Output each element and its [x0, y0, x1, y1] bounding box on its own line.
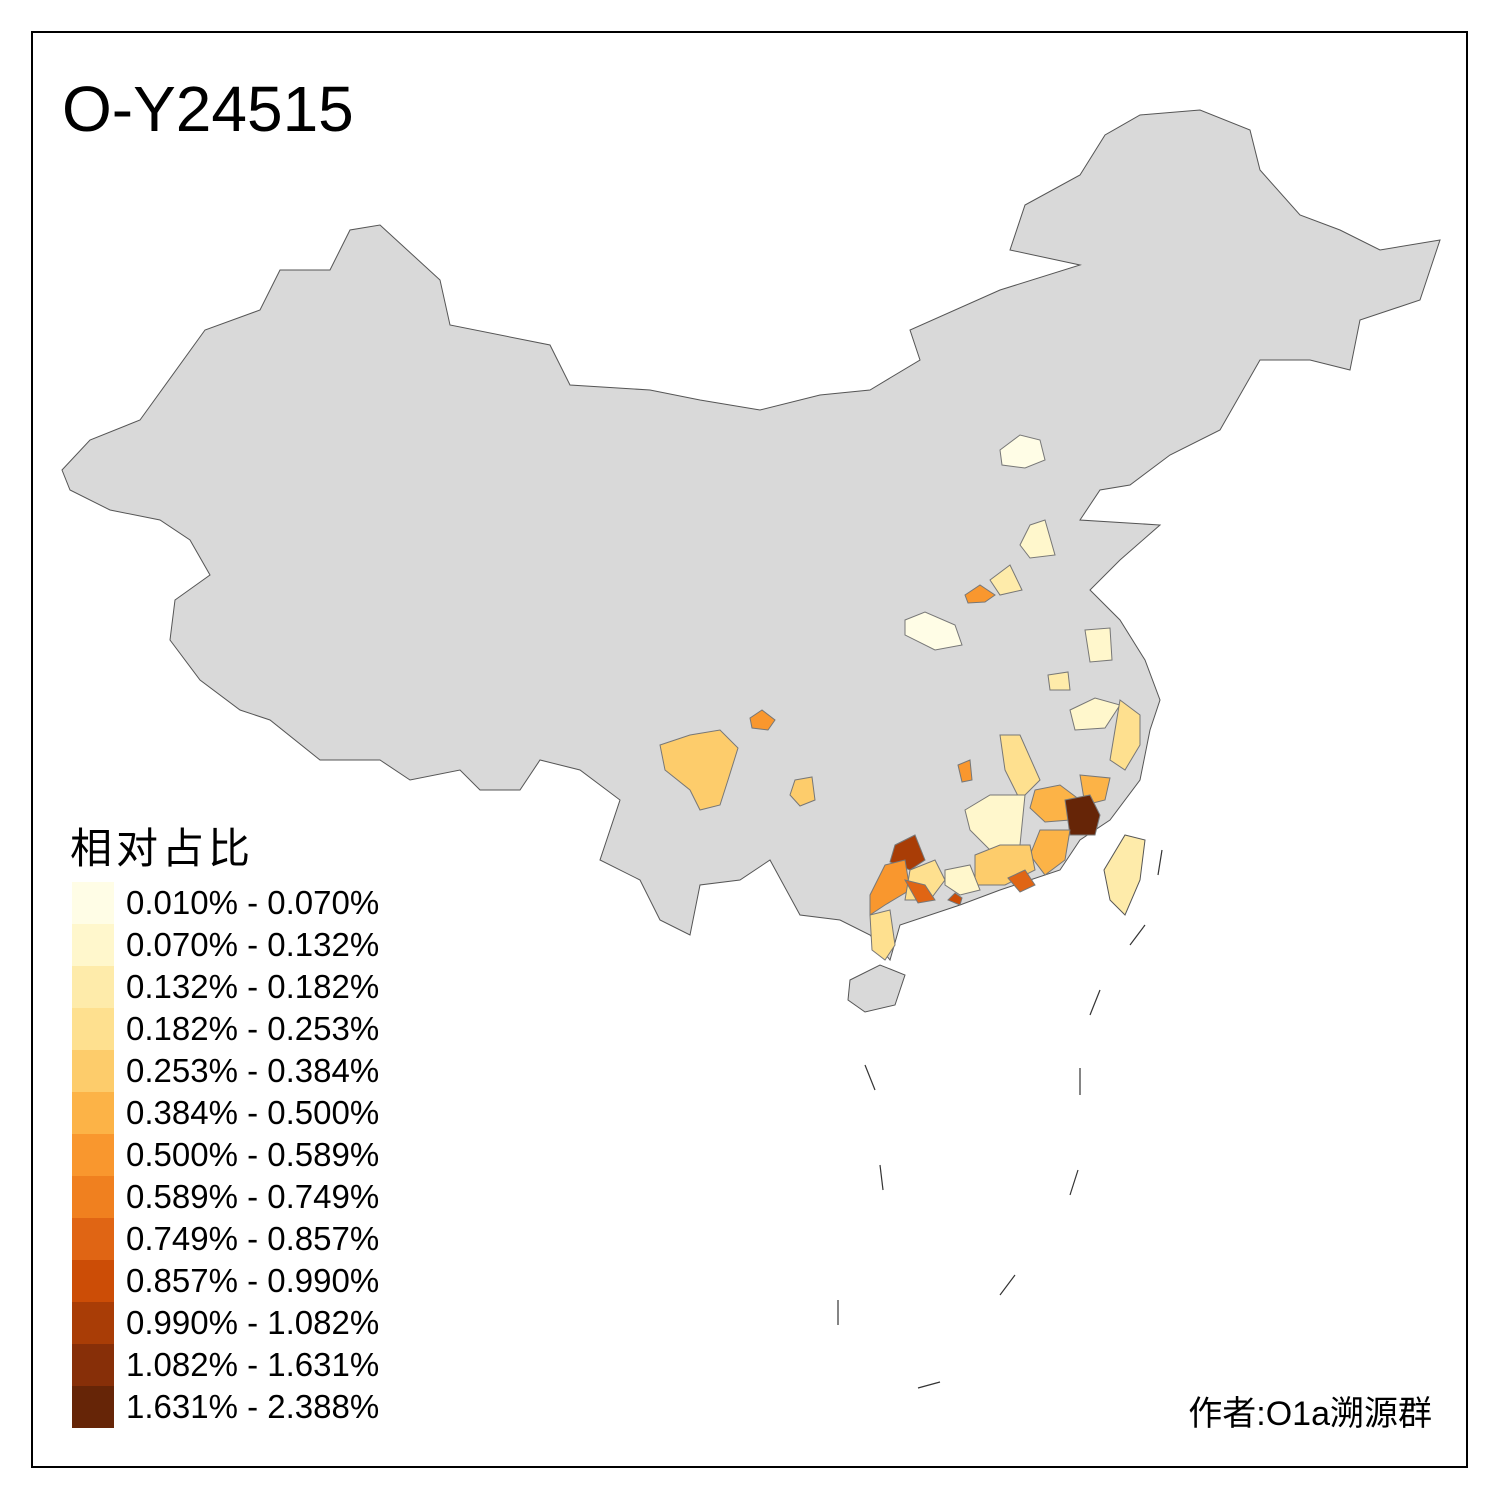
region-9 — [1007, 869, 1036, 893]
legend-label: 0.749% - 0.857% — [126, 1220, 380, 1257]
region-4 — [999, 734, 1041, 801]
legend-item: 0.010% - 0.070% — [72, 882, 379, 924]
map-title: O-Y24515 — [62, 73, 354, 145]
legend-swatch — [72, 1008, 114, 1050]
legend-title: 相对占比 — [70, 825, 255, 872]
south-china-sea-boundary-mark — [1089, 989, 1101, 1016]
legend-label: 0.182% - 0.253% — [126, 1010, 380, 1047]
region-3 — [989, 564, 1023, 596]
region-4 — [1109, 699, 1141, 771]
legend-swatch — [72, 1302, 114, 1344]
region-2 — [944, 864, 981, 896]
legend-label: 1.631% - 2.388% — [126, 1388, 380, 1425]
legend-label: 0.253% - 0.384% — [126, 1052, 380, 1089]
region-7 — [749, 709, 776, 731]
legend-item: 1.631% - 2.388% — [72, 1386, 379, 1428]
region-2 — [1019, 519, 1056, 559]
taiwan-island — [1103, 834, 1146, 916]
region-7 — [957, 759, 973, 783]
legend-item: 0.253% - 0.384% — [72, 1050, 379, 1092]
legend-item: 0.132% - 0.182% — [72, 966, 379, 1008]
legend-swatch — [72, 1218, 114, 1260]
legend-item: 0.749% - 0.857% — [72, 1218, 379, 1260]
region-7 — [964, 584, 996, 604]
south-china-sea-boundary-mark — [864, 1064, 876, 1091]
legend-swatch — [72, 1050, 114, 1092]
legend-label: 0.857% - 0.990% — [126, 1262, 380, 1299]
plot-frame — [31, 31, 1468, 1468]
legend-swatch — [72, 882, 114, 924]
region-9 — [903, 879, 936, 904]
legend-label: 0.132% - 0.182% — [126, 968, 380, 1005]
south-china-sea-boundary-mark — [1129, 924, 1146, 946]
south-china-sea-boundary-mark — [1157, 849, 1163, 876]
region-1 — [999, 434, 1046, 469]
region-13 — [1064, 794, 1101, 836]
region-10 — [947, 892, 963, 906]
legend-item: 0.857% - 0.990% — [72, 1260, 379, 1302]
south-china-sea-boundary-mark — [879, 1164, 884, 1191]
china-mainland — [61, 109, 1441, 962]
region-4 — [869, 909, 896, 961]
legend-label: 1.082% - 1.631% — [126, 1346, 380, 1383]
region-1 — [904, 611, 963, 651]
legend-item: 0.990% - 1.082% — [72, 1302, 379, 1344]
author-credit: 作者:O1a溯源群 — [1188, 1395, 1432, 1433]
legend-label: 0.070% - 0.132% — [126, 926, 380, 963]
legend-item: 0.070% - 0.132% — [72, 924, 379, 966]
region-3 — [1047, 671, 1071, 691]
south-china-sea-boundary-mark — [999, 1274, 1016, 1296]
legend-label: 0.990% - 1.082% — [126, 1304, 380, 1341]
south-china-sea-boundary-mark — [1069, 1169, 1079, 1196]
south-china-sea-boundary-mark — [917, 1381, 941, 1389]
region-5 — [659, 729, 739, 811]
legend-item: 0.500% - 0.589% — [72, 1134, 379, 1176]
legend-swatch — [72, 1260, 114, 1302]
legend-swatch — [72, 1134, 114, 1176]
legend-label: 0.384% - 0.500% — [126, 1094, 380, 1131]
legend-swatch — [72, 966, 114, 1008]
legend-item: 1.082% - 1.631% — [72, 1344, 379, 1386]
legend-swatch — [72, 1176, 114, 1218]
hainan-island — [847, 964, 906, 1013]
region-7 — [869, 859, 911, 916]
legend-label: 0.010% - 0.070% — [126, 884, 380, 921]
legend-item: 0.182% - 0.253% — [72, 1008, 379, 1050]
region-2 — [1069, 697, 1121, 731]
region-2 — [1084, 627, 1113, 663]
legend-item: 0.384% - 0.500% — [72, 1092, 379, 1134]
legend-swatch — [72, 924, 114, 966]
legend-label: 0.589% - 0.749% — [126, 1178, 380, 1215]
legend: 0.010% - 0.070% 0.070% - 0.132% 0.132% - 0… — [72, 882, 379, 1428]
legend-item: 0.589% - 0.749% — [72, 1176, 379, 1218]
region-5 — [789, 776, 816, 807]
legend-swatch — [72, 1386, 114, 1428]
legend-swatch — [72, 1092, 114, 1134]
legend-swatch — [72, 1344, 114, 1386]
legend-label: 0.500% - 0.589% — [126, 1136, 380, 1173]
